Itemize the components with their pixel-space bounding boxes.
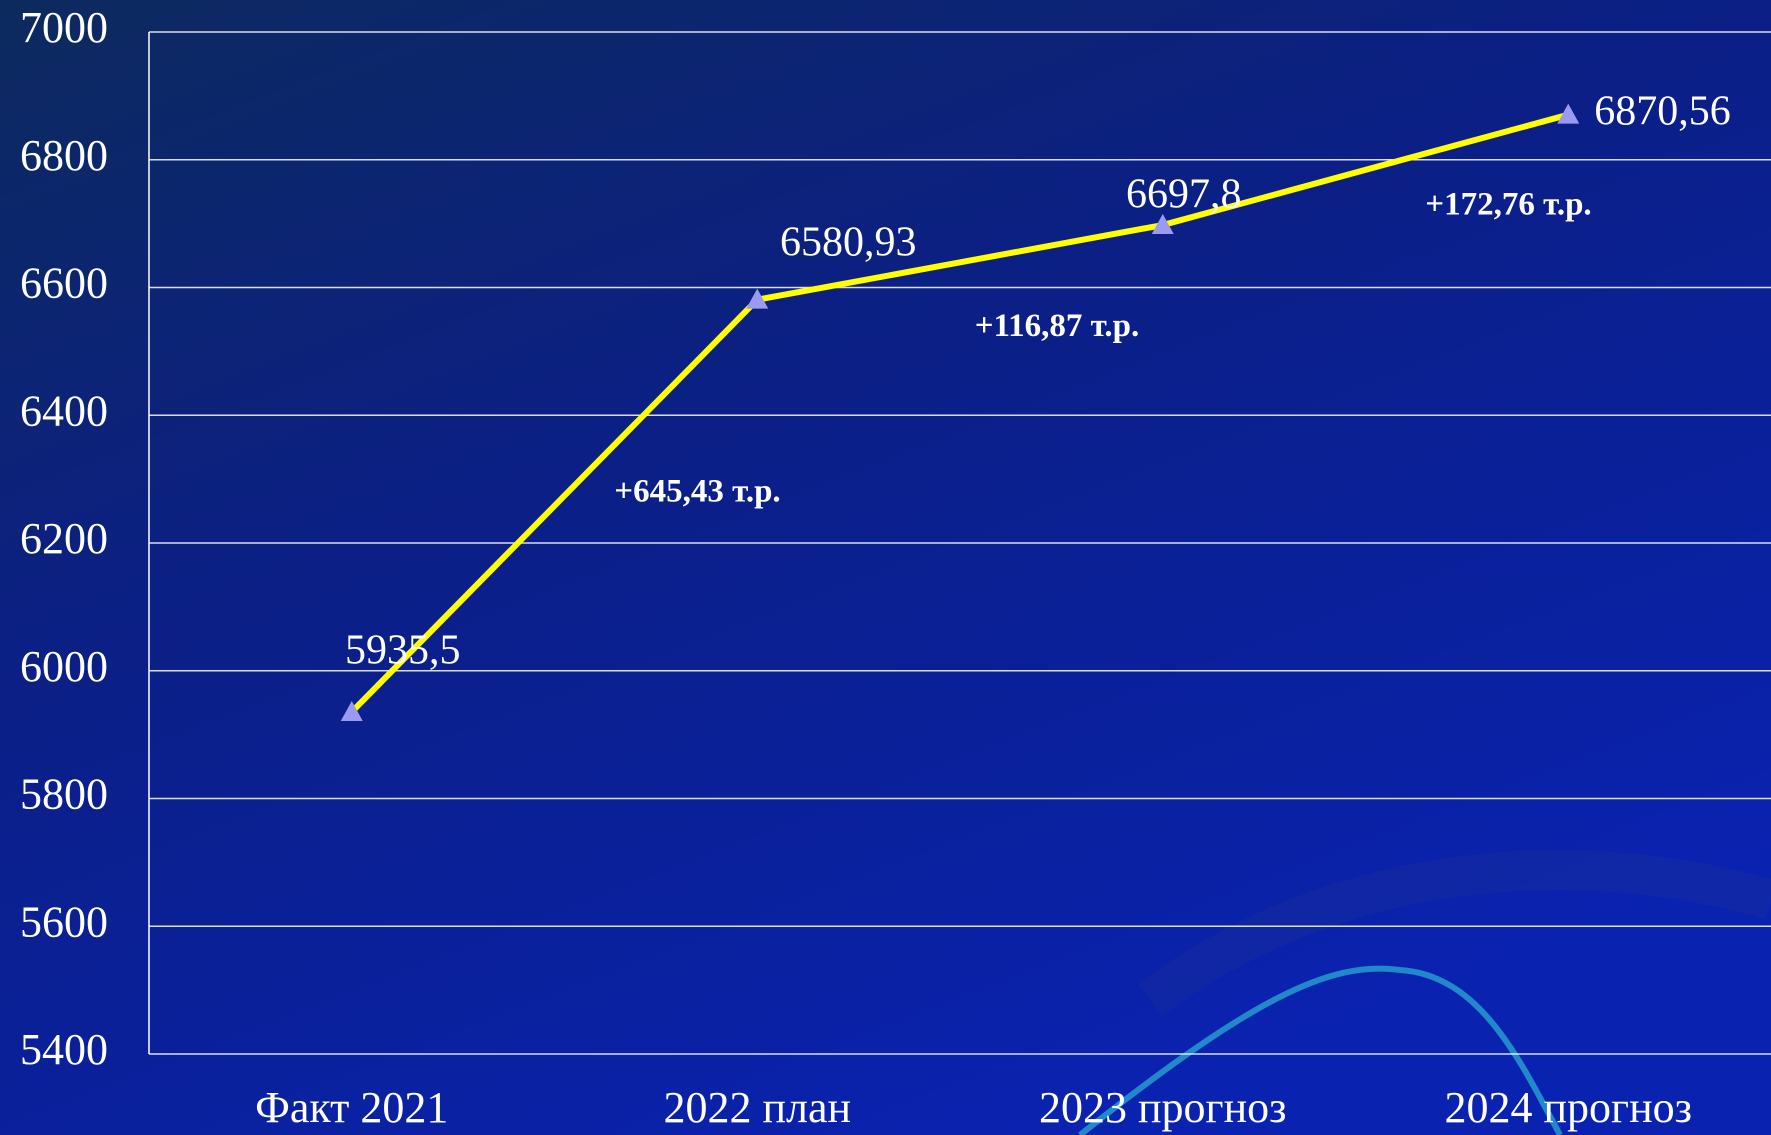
x-tick-label: 2023 прогноз [1039,1083,1287,1132]
decoration [1138,850,1771,1017]
annotation: +116,87 т.р. [975,308,1140,344]
x-tick-label: Факт 2021 [255,1083,448,1132]
y-tick-label: 6400 [20,386,108,435]
marker [340,700,363,721]
x-tick-label: 2022 план [663,1083,851,1132]
y-tick-label: 6600 [20,259,108,308]
y-tick-label: 6800 [20,131,108,180]
marker [1557,103,1580,124]
y-tick-label: 5800 [20,770,108,819]
decoration [1078,965,1563,1135]
y-tick-label: 6000 [20,642,108,691]
value-label: 6580,93 [780,219,917,265]
annotation: +645,43 т.р. [614,473,780,509]
y-tick-label: 5600 [20,897,108,946]
marker [746,288,769,309]
value-label: 6697,8 [1126,172,1242,218]
value-label: 6870,56 [1594,88,1731,134]
x-tick-label: 2024 прогноз [1444,1083,1692,1132]
y-tick-label: 5400 [20,1025,108,1074]
value-label: 5935,5 [345,628,461,674]
line [349,111,1570,715]
annotation: +172,76 т.р. [1425,186,1591,222]
marker [1151,214,1174,235]
y-tick-label: 6200 [20,514,108,563]
y-tick-label: 7000 [20,3,108,52]
